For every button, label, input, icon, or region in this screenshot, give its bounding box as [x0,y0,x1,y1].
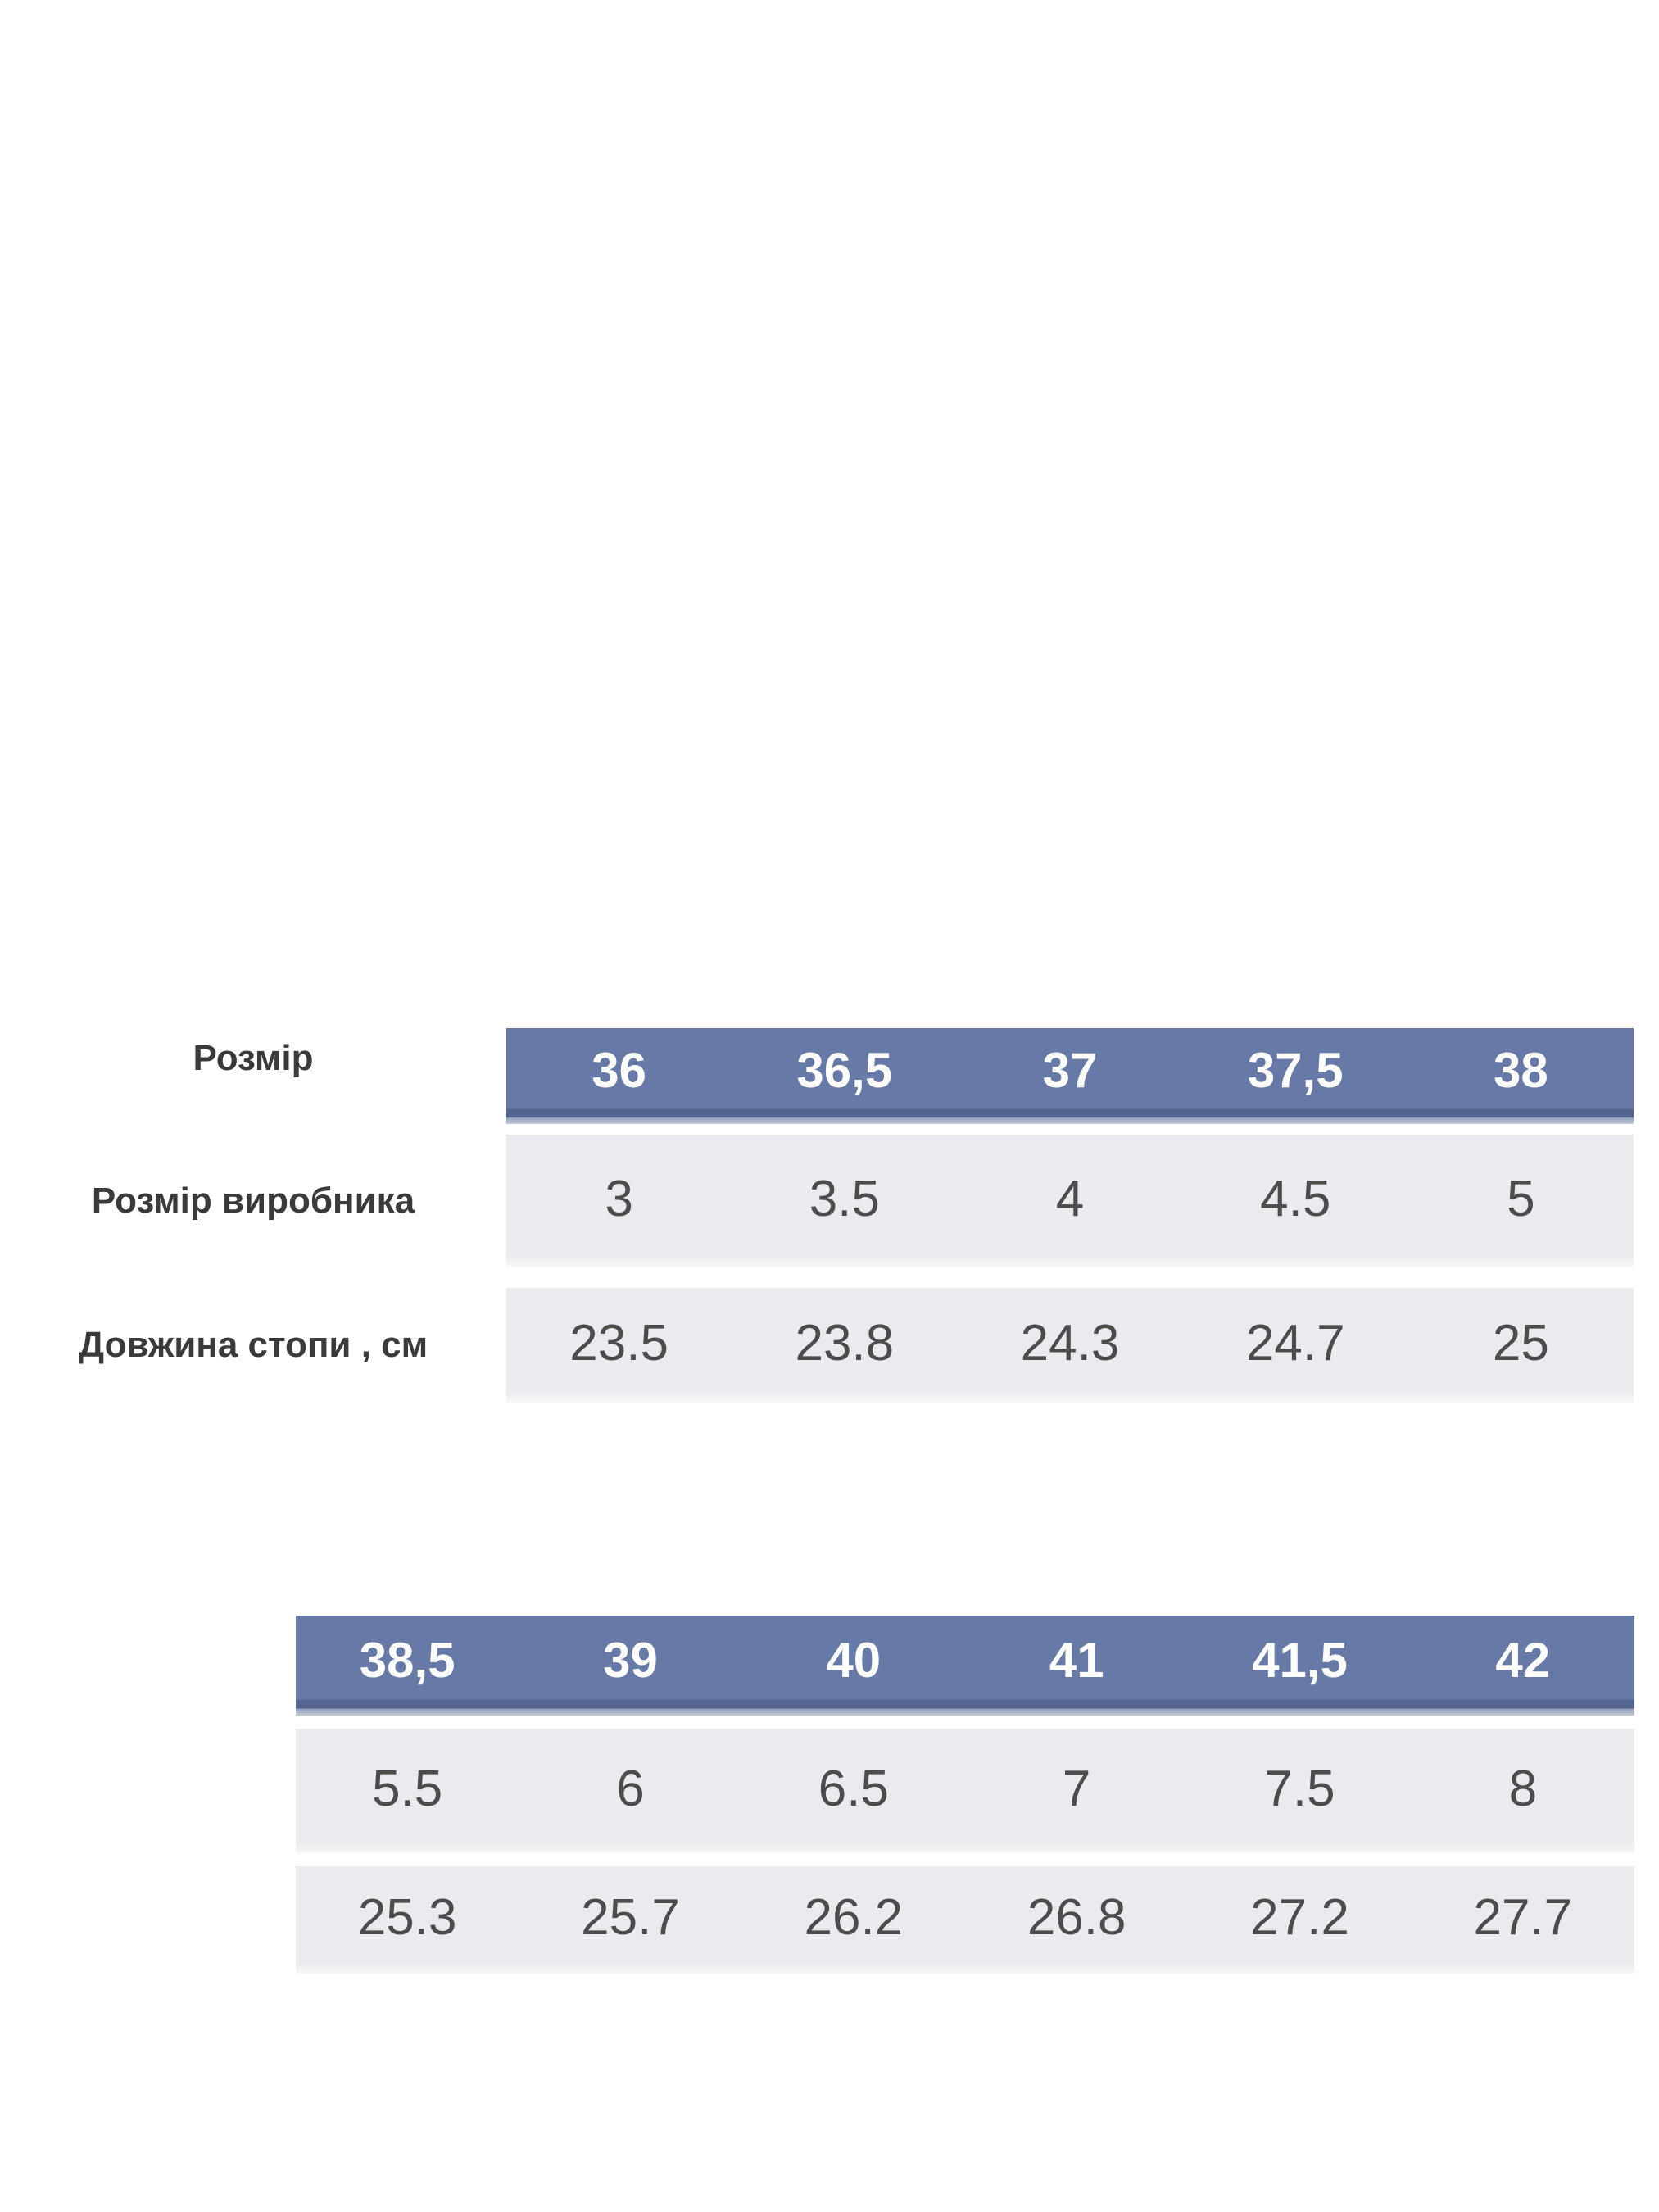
size-header-cell: 42 [1495,1632,1551,1688]
foot-length-cell: 25.3 [357,1889,457,1946]
size-header-cell: 40 [826,1632,882,1688]
manufacturer-size-cell: 3.5 [809,1170,880,1227]
size-header-cell: 37 [1042,1043,1098,1098]
manufacturer-size-cell: 8 [1508,1760,1538,1817]
row-label-foot-length-cm: Довжина стопи , см [78,1325,428,1365]
foot-length-cell: 23.5 [569,1314,669,1371]
foot-length-row-upper: 23.5 23.8 24.3 24.7 25 [506,1288,1634,1403]
row-label-size: Розмір [193,1037,314,1078]
manufacturer-size-cell: 4 [1055,1170,1085,1227]
manufacturer-size-cell: 5 [1507,1170,1535,1227]
size-header-cell: 38 [1494,1043,1548,1098]
foot-length-cell: 27.2 [1250,1889,1349,1946]
manufacturer-size-row-lower: 5.5 6 6.5 7 7.5 8 [296,1729,1634,1853]
foot-length-cell: 26.2 [804,1889,904,1946]
manufacturer-size-cell: 7.5 [1264,1760,1335,1817]
size-header-cell: 36,5 [796,1043,893,1098]
manufacturer-size-cell: 6.5 [818,1760,889,1817]
manufacturer-size-cell: 6 [616,1760,645,1817]
foot-length-cell: 25.7 [581,1889,680,1946]
foot-length-cell: 26.8 [1027,1889,1126,1946]
foot-length-row-lower: 25.3 25.7 26.2 26.8 27.2 27.7 [296,1866,1634,1974]
manufacturer-size-cell: 5.5 [372,1760,443,1817]
size-header-cell: 39 [603,1632,658,1688]
manufacturer-size-cell: 7 [1062,1760,1091,1817]
size-header-cell: 41 [1049,1632,1104,1688]
manufacturer-size-row-upper: 3 3.5 4 4.5 5 [506,1135,1634,1267]
foot-length-cell: 24.7 [1245,1314,1345,1371]
foot-length-cell: 25 [1492,1314,1549,1371]
foot-length-cell: 24.3 [1020,1314,1120,1371]
foot-length-cell: 23.8 [795,1314,895,1371]
size-header-cell: 36 [592,1043,646,1098]
foot-length-cell: 27.7 [1473,1889,1573,1946]
size-header-row-lower: 38,5 39 40 41 41,5 42 [296,1616,1634,1716]
manufacturer-size-cell: 3 [605,1170,633,1227]
manufacturer-size-cell: 4.5 [1260,1170,1331,1227]
size-header-cell: 38,5 [359,1632,456,1688]
size-header-cell: 41,5 [1252,1632,1348,1688]
size-header-cell: 37,5 [1247,1043,1344,1098]
size-header-row-upper: 36 36,5 37 37,5 38 [506,1028,1634,1124]
row-label-manufacturer-size: Розмір виробника [91,1181,415,1221]
